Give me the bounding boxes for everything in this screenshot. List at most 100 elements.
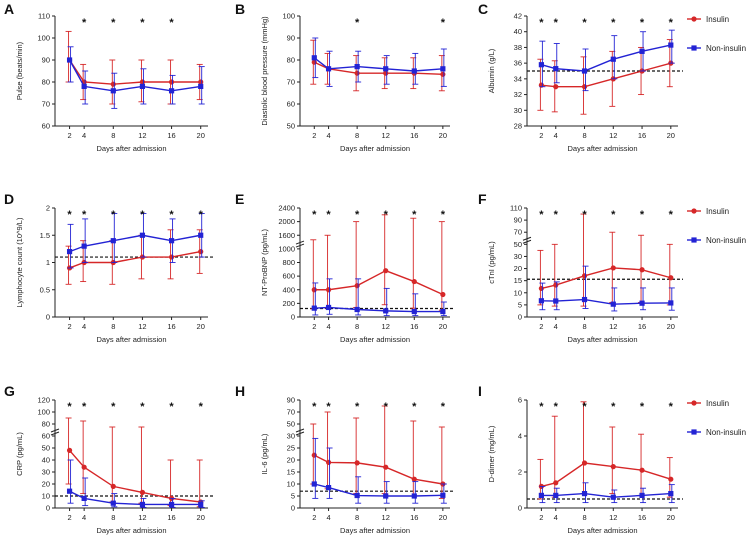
data-point bbox=[354, 283, 360, 289]
data-point bbox=[139, 489, 146, 495]
y-tick-label: 2 bbox=[518, 468, 522, 477]
y-tick-label: 60 bbox=[287, 100, 295, 109]
axis-break-mark bbox=[522, 236, 532, 244]
data-point bbox=[325, 287, 332, 293]
data-point bbox=[553, 492, 559, 498]
significance-star: * bbox=[554, 17, 559, 29]
x-axis-label: Days after admission bbox=[340, 526, 410, 535]
data-point bbox=[639, 492, 645, 498]
data-point bbox=[168, 88, 175, 94]
data-point bbox=[311, 287, 317, 293]
x-tick-label: 20 bbox=[197, 131, 205, 140]
panel-letter: C bbox=[478, 1, 488, 17]
legend-marker-non-insulin bbox=[691, 237, 697, 243]
panel-letter: H bbox=[235, 383, 245, 399]
x-tick-label: 8 bbox=[582, 131, 586, 140]
x-tick-label: 16 bbox=[167, 322, 175, 331]
data-point bbox=[581, 460, 588, 466]
x-tick-label: 20 bbox=[197, 322, 205, 331]
x-tick-label: 20 bbox=[667, 131, 675, 140]
x-tick-label: 2 bbox=[312, 131, 316, 140]
y-axis-label: D-dimer (mg/mL) bbox=[487, 425, 496, 482]
x-tick-label: 2 bbox=[67, 131, 71, 140]
data-point bbox=[538, 62, 544, 68]
data-point bbox=[198, 249, 204, 255]
y-tick-label: 32 bbox=[514, 90, 522, 99]
y-tick-label: 5 bbox=[291, 492, 295, 501]
significance-star: * bbox=[640, 209, 645, 221]
x-axis-label: Days after admission bbox=[567, 144, 637, 153]
y-tick-label: 34 bbox=[514, 74, 522, 83]
data-point bbox=[198, 501, 204, 507]
significance-star: * bbox=[140, 17, 145, 29]
data-point bbox=[383, 493, 389, 499]
series-insulin bbox=[537, 39, 674, 115]
data-point bbox=[440, 308, 446, 315]
data-point bbox=[311, 481, 317, 487]
legend-label-non-insulin: Non-insulin bbox=[706, 428, 746, 437]
data-point bbox=[66, 447, 73, 453]
y-tick-label: 1 bbox=[46, 258, 50, 267]
series-non-insulin bbox=[311, 278, 447, 317]
legend-label-insulin: Insulin bbox=[706, 207, 729, 216]
y-tick-label: 90 bbox=[42, 56, 50, 65]
data-point bbox=[66, 488, 73, 494]
x-tick-label: 4 bbox=[554, 131, 558, 140]
series-line bbox=[69, 234, 201, 253]
x-tick-label: 20 bbox=[439, 131, 447, 140]
significance-star: * bbox=[611, 209, 616, 221]
data-point bbox=[668, 476, 674, 482]
panel-letter: D bbox=[4, 191, 14, 207]
data-point bbox=[168, 79, 175, 85]
data-point bbox=[581, 491, 588, 497]
y-tick-label: 50 bbox=[287, 122, 295, 131]
significance-star: * bbox=[82, 401, 87, 413]
data-point bbox=[610, 301, 616, 307]
significance-star: * bbox=[611, 401, 616, 413]
x-tick-label: 4 bbox=[326, 131, 330, 140]
x-tick-label: 2 bbox=[312, 322, 316, 331]
x-tick-label: 16 bbox=[167, 513, 175, 522]
significance-star: * bbox=[355, 401, 360, 413]
series-non-insulin bbox=[538, 29, 675, 92]
data-point bbox=[610, 265, 616, 271]
data-point bbox=[553, 298, 559, 304]
significance-star: * bbox=[355, 209, 360, 221]
y-tick-label: 1000 bbox=[278, 244, 295, 253]
y-tick-label: 0 bbox=[291, 504, 295, 513]
y-tick-label: 10 bbox=[42, 492, 50, 501]
data-point bbox=[581, 273, 588, 279]
data-point bbox=[81, 83, 87, 89]
y-tick-label: 2400 bbox=[278, 204, 295, 213]
x-axis-label: Days after admission bbox=[340, 144, 410, 153]
series-insulin bbox=[310, 39, 446, 92]
x-tick-label: 2 bbox=[312, 513, 316, 522]
data-point bbox=[325, 304, 332, 311]
y-tick-label: 28 bbox=[514, 122, 522, 131]
x-tick-label: 12 bbox=[609, 131, 617, 140]
y-tick-label: 2 bbox=[46, 204, 50, 213]
y-axis-label: cTnI (pg/mL) bbox=[487, 241, 496, 284]
data-point bbox=[139, 232, 146, 238]
series-line bbox=[68, 59, 201, 85]
y-tick-label: 80 bbox=[42, 420, 50, 429]
y-tick-label: 15 bbox=[514, 276, 522, 285]
series-non-insulin bbox=[538, 265, 675, 312]
series-insulin bbox=[310, 405, 446, 499]
y-axis-label: IL-6 (pg/mL) bbox=[260, 433, 269, 474]
series-non-insulin bbox=[66, 459, 205, 508]
data-point bbox=[538, 492, 544, 498]
data-point bbox=[553, 66, 559, 72]
significance-star: * bbox=[412, 209, 417, 221]
series-line bbox=[541, 44, 671, 72]
y-tick-label: 800 bbox=[282, 258, 295, 267]
x-tick-label: 2 bbox=[539, 322, 543, 331]
data-point bbox=[668, 275, 674, 281]
data-point bbox=[110, 238, 116, 244]
data-point bbox=[639, 48, 645, 54]
y-tick-label: 15 bbox=[287, 468, 295, 477]
y-tick-label: 30 bbox=[514, 252, 522, 261]
significance-star: * bbox=[111, 401, 116, 413]
series-line bbox=[69, 250, 201, 269]
series-line bbox=[69, 449, 201, 503]
